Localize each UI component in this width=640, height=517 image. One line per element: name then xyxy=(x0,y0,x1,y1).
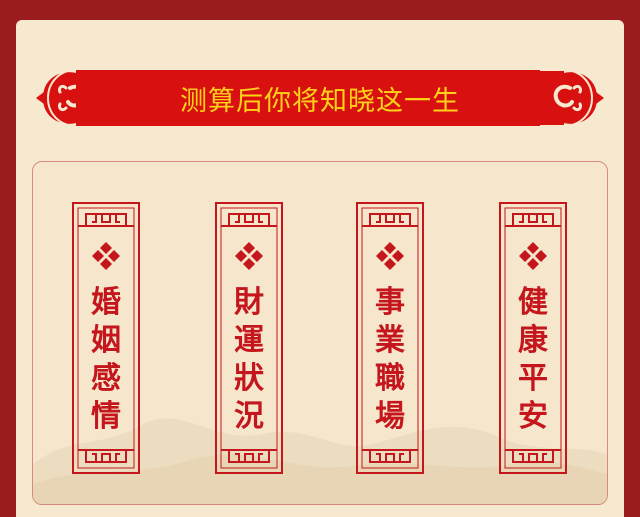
banner-bar xyxy=(76,70,564,126)
scroll-char: 康 xyxy=(518,323,548,358)
diamond-cluster-icon xyxy=(519,242,547,270)
title-banner: 测算后你将知晓这一生 xyxy=(36,64,604,132)
scroll-char: 業 xyxy=(375,323,405,358)
scroll-char: 事 xyxy=(375,285,405,320)
scroll-frame xyxy=(356,202,424,474)
scroll-label: 健 康 平 安 xyxy=(499,284,567,436)
scroll-career[interactable]: 事 業 職 場 xyxy=(356,202,424,474)
scroll-label: 婚 姻 感 情 xyxy=(72,284,140,436)
scroll-char: 婚 xyxy=(91,285,121,320)
scroll-char: 健 xyxy=(518,285,548,320)
scroll-health[interactable]: 健 康 平 安 xyxy=(499,202,567,474)
ink-mountains-background xyxy=(33,418,607,504)
diamond-cluster-icon xyxy=(92,242,120,270)
scroll-label: 財 運 狀 況 xyxy=(215,284,283,436)
scroll-frame xyxy=(499,202,567,474)
scroll-char: 姻 xyxy=(91,323,121,358)
scroll-char: 職 xyxy=(375,361,405,396)
scroll-char: 感 xyxy=(91,361,121,396)
scroll-label: 事 業 職 場 xyxy=(356,284,424,436)
scroll-char: 情 xyxy=(91,399,121,434)
scroll-frame xyxy=(215,202,283,474)
scroll-wealth[interactable]: 財 運 狀 況 xyxy=(215,202,283,474)
scroll-frame xyxy=(72,202,140,474)
feature-panel: 婚 姻 感 情 財 運 狀 況 xyxy=(32,161,608,505)
banner-title: 测算后你将知晓这一生 xyxy=(180,85,460,117)
scroll-char: 場 xyxy=(375,399,405,434)
scroll-char: 平 xyxy=(518,361,548,396)
scroll-char: 運 xyxy=(234,323,264,358)
cloud-ornament-right-icon xyxy=(540,69,604,127)
scroll-char: 安 xyxy=(518,399,548,434)
scroll-char: 況 xyxy=(234,399,264,434)
diamond-cluster-icon xyxy=(376,242,404,270)
scroll-char: 狀 xyxy=(234,361,264,396)
scroll-char: 財 xyxy=(234,285,264,320)
scroll-marriage[interactable]: 婚 姻 感 情 xyxy=(72,202,140,474)
diamond-cluster-icon xyxy=(235,242,263,270)
